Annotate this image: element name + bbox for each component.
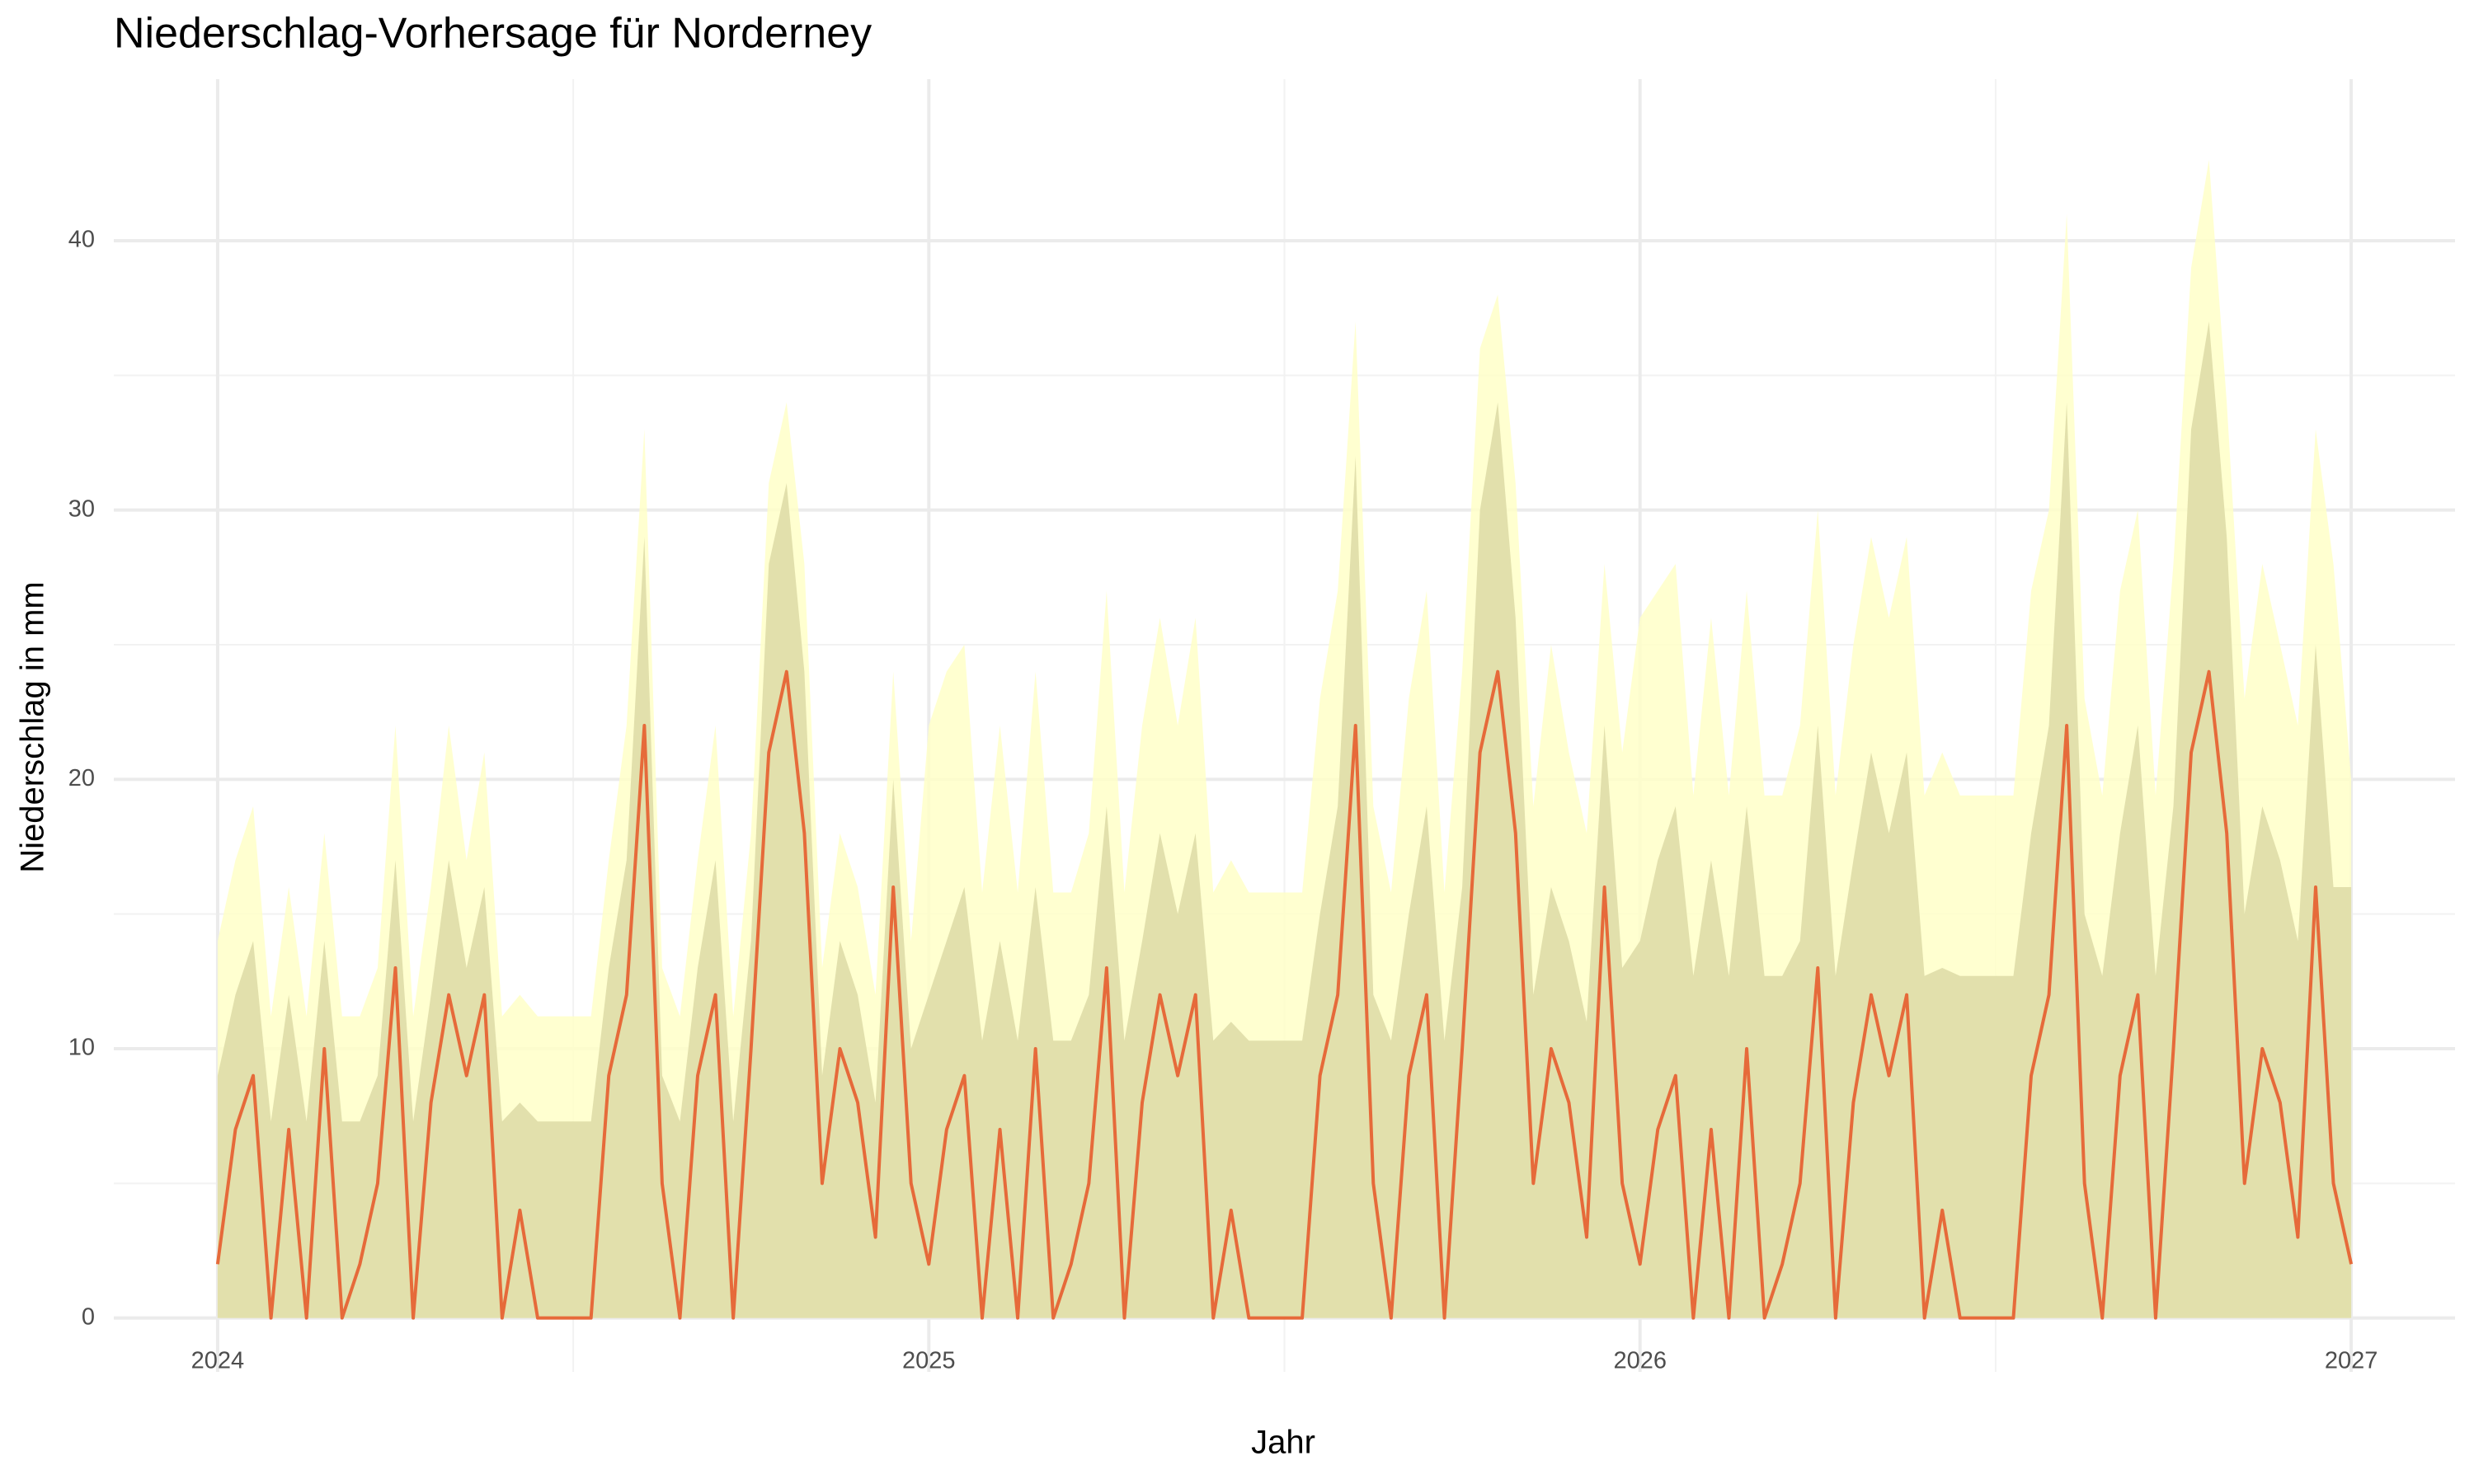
y-tick-label: 30 (68, 495, 95, 522)
x-tick-label: 2025 (902, 1348, 956, 1374)
x-tick-label: 2026 (1613, 1348, 1667, 1374)
chart-title: Niederschlag-Vorhersage für Norderney (114, 10, 872, 58)
x-tick-label: 2027 (2325, 1348, 2378, 1374)
y-tick-label: 10 (68, 1035, 95, 1061)
x-axis-title: Jahr (1251, 1425, 1315, 1461)
y-tick-label: 0 (82, 1303, 95, 1330)
x-tick-label: 2024 (191, 1348, 245, 1374)
y-axis-title: Niederschlag in mm (15, 581, 51, 872)
forecast-line (215, 669, 2354, 1320)
y-tick-label: 40 (68, 227, 95, 253)
y-tick-label: 20 (68, 765, 95, 791)
